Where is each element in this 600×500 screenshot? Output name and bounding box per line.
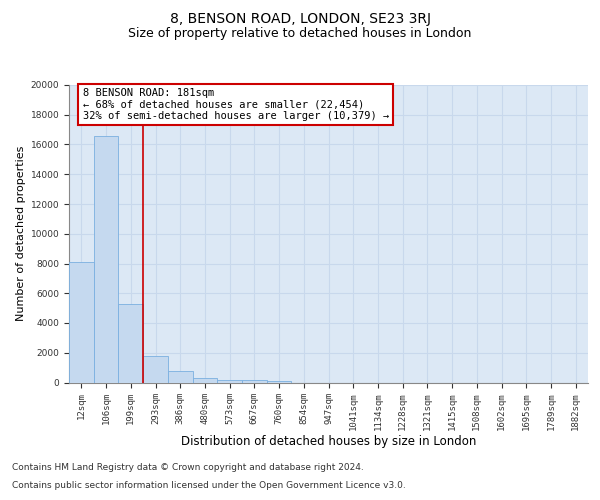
Bar xyxy=(69,262,94,382)
Bar xyxy=(242,380,267,382)
Bar xyxy=(143,356,168,382)
Bar xyxy=(118,304,143,382)
Text: Contains public sector information licensed under the Open Government Licence v3: Contains public sector information licen… xyxy=(12,481,406,490)
Bar xyxy=(94,136,118,382)
Bar xyxy=(217,380,242,382)
Text: 8, BENSON ROAD, LONDON, SE23 3RJ: 8, BENSON ROAD, LONDON, SE23 3RJ xyxy=(170,12,431,26)
X-axis label: Distribution of detached houses by size in London: Distribution of detached houses by size … xyxy=(181,436,476,448)
Bar xyxy=(168,372,193,382)
Text: Size of property relative to detached houses in London: Size of property relative to detached ho… xyxy=(128,28,472,40)
Y-axis label: Number of detached properties: Number of detached properties xyxy=(16,146,26,322)
Text: 8 BENSON ROAD: 181sqm
← 68% of detached houses are smaller (22,454)
32% of semi-: 8 BENSON ROAD: 181sqm ← 68% of detached … xyxy=(83,88,389,121)
Text: Contains HM Land Registry data © Crown copyright and database right 2024.: Contains HM Land Registry data © Crown c… xyxy=(12,464,364,472)
Bar xyxy=(193,378,217,382)
Bar xyxy=(267,380,292,382)
